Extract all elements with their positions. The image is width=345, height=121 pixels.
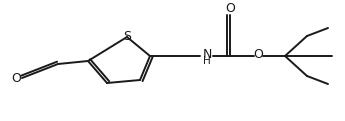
Text: O: O: [11, 72, 21, 84]
Text: O: O: [225, 3, 235, 15]
Text: N: N: [202, 48, 212, 60]
Text: O: O: [253, 49, 263, 61]
Text: H: H: [203, 56, 211, 66]
Text: S: S: [123, 30, 131, 42]
